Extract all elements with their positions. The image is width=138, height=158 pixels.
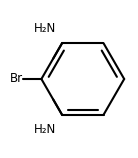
Text: Br: Br (10, 73, 23, 85)
Text: H₂N: H₂N (34, 123, 57, 136)
Text: H₂N: H₂N (34, 22, 57, 35)
